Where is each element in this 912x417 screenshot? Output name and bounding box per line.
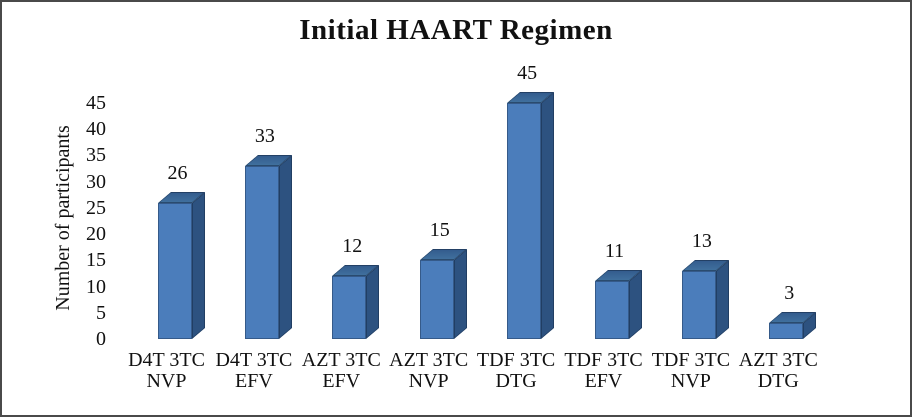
bar-value-label: 15 bbox=[429, 219, 450, 242]
bar-azt-3tc-efv bbox=[332, 265, 380, 339]
bar-value-label: 45 bbox=[517, 62, 538, 84]
chart-title: Initial HAART Regimen bbox=[299, 14, 613, 46]
bar-face-side bbox=[366, 265, 380, 339]
bar-face-side bbox=[541, 92, 555, 339]
x-category-label: D4T 3TC NVP bbox=[128, 349, 205, 392]
bar-azt-3tc-nvp bbox=[419, 249, 467, 339]
y-tick-label: 15 bbox=[86, 249, 106, 272]
x-category-label: TDF 3TC DTG bbox=[476, 349, 556, 392]
bar-face-front bbox=[769, 323, 804, 339]
bar-face-front bbox=[244, 165, 279, 339]
bar-d4t-3tc-efv bbox=[244, 154, 292, 339]
bar-value-label: 11 bbox=[604, 240, 625, 263]
bar-tdf-3tc-dtg bbox=[507, 92, 555, 339]
bar-face-front bbox=[332, 276, 367, 339]
y-tick-label: 0 bbox=[96, 328, 106, 350]
bar-value-label: 12 bbox=[342, 235, 363, 258]
bar-face-front bbox=[594, 281, 629, 339]
bar-value-label: 13 bbox=[691, 229, 712, 252]
x-category-label: TDF 3TC NVP bbox=[651, 349, 731, 392]
y-tick-label: 40 bbox=[86, 118, 106, 141]
y-tick-label: 5 bbox=[96, 301, 106, 324]
bar-face-side bbox=[715, 259, 729, 339]
bar-face-side bbox=[278, 154, 292, 339]
x-category-label: AZT 3TC NVP bbox=[389, 349, 469, 392]
bar-face-side bbox=[453, 249, 467, 339]
bar-d4t-3tc-nvp bbox=[157, 191, 205, 339]
y-tick-label: 20 bbox=[86, 223, 106, 246]
y-tick-label: 35 bbox=[86, 144, 106, 167]
x-category-label: AZT 3TC EFV bbox=[301, 349, 381, 392]
bar-azt-3tc-dtg bbox=[769, 312, 817, 339]
bar-value-label: 3 bbox=[784, 282, 795, 305]
bar-tdf-3tc-efv bbox=[594, 270, 642, 339]
bar-value-label: 33 bbox=[254, 124, 275, 147]
bar-face-front bbox=[507, 103, 542, 339]
bar-face-front bbox=[419, 260, 454, 339]
y-tick-label: 10 bbox=[86, 275, 106, 298]
y-tick-label: 30 bbox=[86, 170, 106, 193]
bar-value-label: 26 bbox=[167, 161, 188, 184]
bar-face-front bbox=[681, 270, 716, 339]
bar-face-side bbox=[191, 191, 205, 339]
y-tick-label: 45 bbox=[86, 92, 106, 114]
x-category-label: TDF 3TC EFV bbox=[564, 349, 643, 392]
bar-tdf-3tc-nvp bbox=[681, 259, 729, 339]
y-tick-label: 25 bbox=[86, 196, 106, 219]
x-category-label: D4T 3TC EFV bbox=[215, 349, 293, 392]
bar-face-front bbox=[157, 202, 192, 339]
x-category-label: AZT 3TC DTG bbox=[738, 349, 818, 392]
bar-face-side bbox=[628, 270, 642, 339]
